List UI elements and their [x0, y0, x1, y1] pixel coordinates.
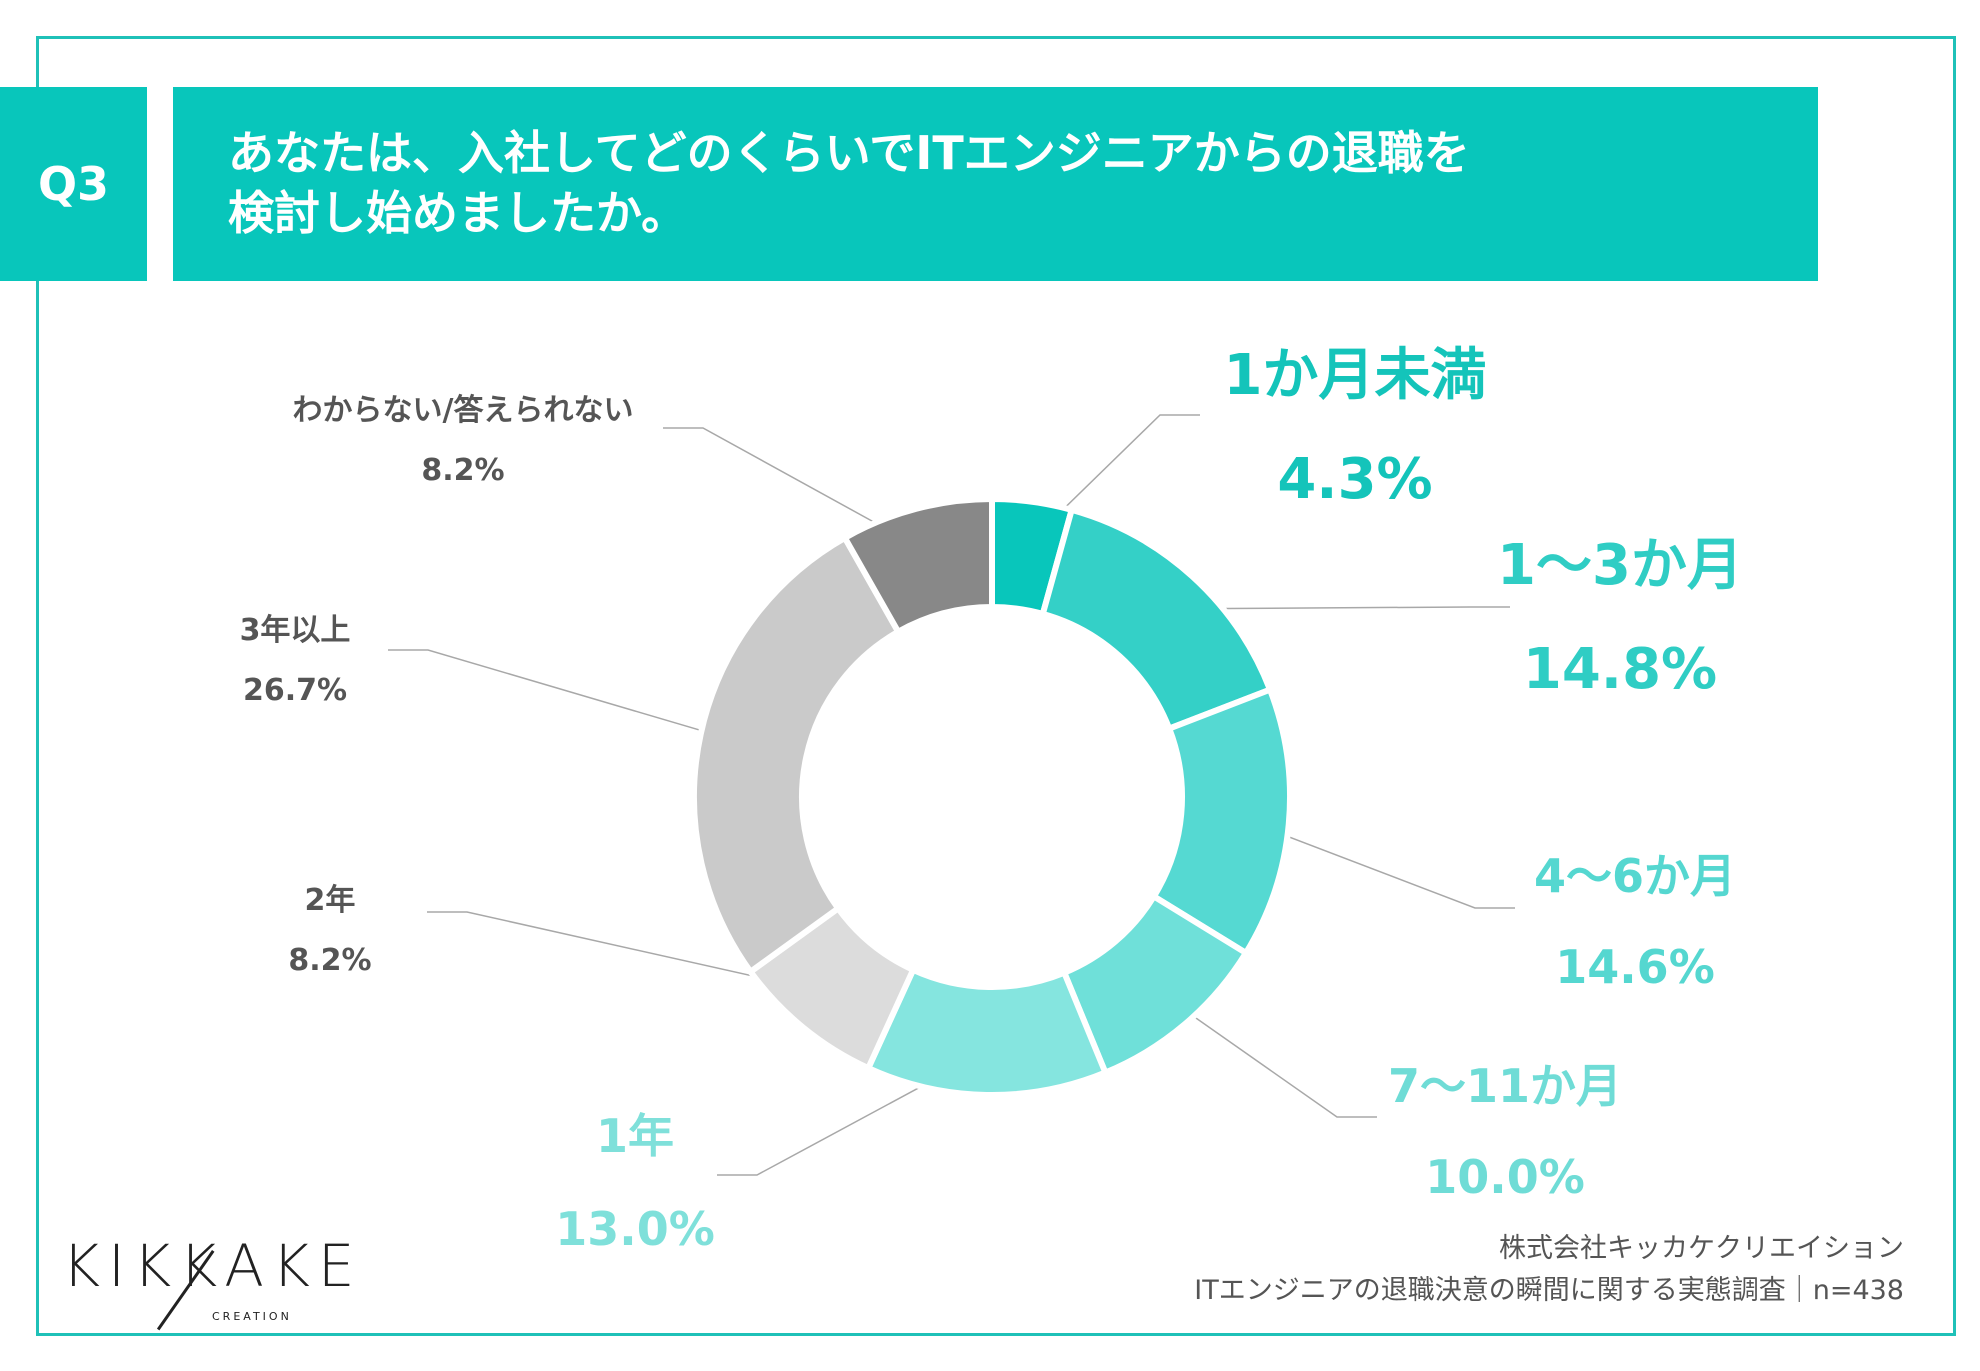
leader-lines: [388, 414, 1515, 1176]
slice-label-name: わからない/答えられない: [292, 393, 634, 428]
question-text: あなたは、入社してどのくらいでITエンジニアからの退職を 検討し始めましたか。: [228, 123, 1470, 243]
leader-line-1: [1162, 606, 1510, 610]
question-line-2: 検討し始めましたか。: [228, 186, 688, 240]
slice-label-value: 26.7%: [242, 673, 348, 708]
leader-line-0: [1025, 414, 1200, 546]
slice-label-value: 8.2%: [421, 453, 505, 488]
slice-label-value: 4.3%: [1277, 447, 1433, 512]
leader-line-6: [388, 649, 745, 744]
donut-slice-7: [840, 495, 995, 636]
question-number-badge: Q3: [0, 87, 147, 281]
slice-label-7: わからない/答えられない 8.2%: [293, 385, 634, 488]
slice-label-value: 8.2%: [288, 943, 372, 978]
donut-slice-6: [691, 533, 903, 976]
slice-label-value: 13.0%: [555, 1202, 715, 1256]
slice-label-value: 10.0%: [1425, 1150, 1585, 1204]
slice-label-name: 1〜3か月: [1497, 533, 1743, 598]
leader-line-5: [427, 911, 832, 995]
slice-label-value: 14.6%: [1555, 940, 1715, 994]
leader-line-3: [1156, 989, 1377, 1118]
kikkake-logo: KIKKAKE CREATION: [62, 1232, 392, 1331]
slice-label-0: 1か月未満 4.3%: [1224, 330, 1487, 512]
slice-label-name: 3年以上: [239, 613, 351, 648]
slice-label-4: 1年 13.0%: [555, 1100, 715, 1256]
source-company: 株式会社キッカケクリエイション: [1499, 1233, 1904, 1264]
slice-label-5: 2年 8.2%: [288, 875, 371, 978]
logo-subtitle: CREATION: [212, 1310, 292, 1323]
slice-label-value: 14.8%: [1522, 637, 1718, 702]
slice-label-2: 4〜6か月 14.6%: [1534, 840, 1736, 994]
leader-line-4: [717, 1050, 988, 1176]
frame-border: [36, 36, 1956, 1336]
slice-label-name: 2年: [304, 883, 356, 918]
source-note: 株式会社キッカケクリエイション ITエンジニアの退職決意の瞬間に関する実態調査｜…: [1194, 1228, 1904, 1312]
logo-wordmark: KIKKAKE: [62, 1232, 363, 1300]
leader-line-2: [1244, 819, 1515, 909]
leader-line-7: [663, 427, 928, 553]
source-survey: ITエンジニアの退職決意の瞬間に関する実態調査｜n=438: [1194, 1275, 1904, 1306]
slice-label-name: 1年: [595, 1109, 674, 1163]
slice-label-6: 3年以上 26.7%: [240, 605, 351, 708]
question-header: あなたは、入社してどのくらいでITエンジニアからの退職を 検討し始めましたか。: [173, 87, 1818, 281]
question-line-1: あなたは、入社してどのくらいでITエンジニアからの退職を: [228, 126, 1470, 180]
slice-label-1: 1〜3か月 14.8%: [1497, 520, 1743, 702]
donut-slices: [691, 495, 1294, 1098]
slice-label-3: 7〜11か月 10.0%: [1388, 1050, 1622, 1204]
donut-slice-1: [1039, 506, 1274, 733]
slice-label-name: 7〜11か月: [1387, 1059, 1623, 1113]
slice-label-name: 4〜6か月: [1533, 849, 1737, 903]
slice-label-name: 1か月未満: [1223, 343, 1487, 408]
